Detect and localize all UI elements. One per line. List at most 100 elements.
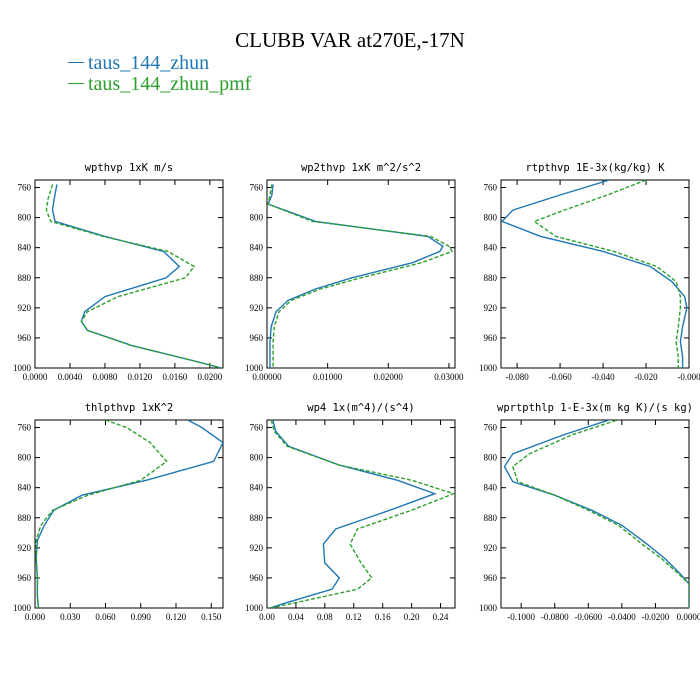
series-line-1 xyxy=(501,180,688,368)
x-tick-label: -0.000 xyxy=(677,372,700,382)
panel-5: wp4 1x(m^4)/(s^4)76080084088092096010000… xyxy=(245,402,456,622)
legend-label: taus_144_zhun xyxy=(88,52,210,74)
x-tick-label: -0.060 xyxy=(548,372,572,382)
y-tick-label: 760 xyxy=(484,183,498,193)
y-tick-label: 840 xyxy=(18,483,32,493)
legend-entry-1: taus_144_zhun xyxy=(68,52,209,74)
x-tick-label: 0.02000 xyxy=(374,372,404,382)
y-tick-label: 800 xyxy=(18,453,32,463)
x-tick-label: 0.060 xyxy=(95,612,116,622)
plot-frame xyxy=(34,419,224,609)
panel-1: wpthvp 1xK m/s76080084088092096010000.00… xyxy=(13,162,224,382)
y-tick-label: 960 xyxy=(250,573,264,583)
x-tick-label: 0.03000 xyxy=(434,372,464,382)
x-tick-label: -0.1000 xyxy=(507,612,535,622)
x-tick-label: 0.030 xyxy=(60,612,81,622)
series-line-2 xyxy=(35,420,168,608)
series-line-2 xyxy=(532,180,682,368)
y-tick-label: 760 xyxy=(484,423,498,433)
y-tick-label: 800 xyxy=(484,453,498,463)
series-line-2 xyxy=(269,420,455,608)
y-tick-label: 880 xyxy=(250,273,264,283)
x-tick-label: 0.0080 xyxy=(93,372,118,382)
x-tick-label: -0.0200 xyxy=(642,612,670,622)
x-tick-label: 0.08 xyxy=(317,612,333,622)
series-line-1 xyxy=(267,184,444,368)
x-tick-label: -0.020 xyxy=(634,372,658,382)
y-tick-label: 880 xyxy=(18,273,32,283)
y-tick-label: 920 xyxy=(18,543,32,553)
y-tick-label: 1000 xyxy=(479,603,498,613)
y-tick-label: 800 xyxy=(484,213,498,223)
x-tick-label: 0.0200 xyxy=(198,372,223,382)
y-tick-label: 800 xyxy=(250,213,264,223)
x-tick-label: 0.0120 xyxy=(128,372,153,382)
series-line-1 xyxy=(269,420,437,608)
series-line-2 xyxy=(45,184,222,368)
y-tick-label: 920 xyxy=(18,303,32,313)
y-tick-label: 880 xyxy=(484,273,498,283)
y-tick-label: 760 xyxy=(18,183,32,193)
y-tick-label: 840 xyxy=(484,243,498,253)
panel-title: rtpthvp 1E-3x(kg/kg) K xyxy=(525,162,665,174)
plot-frame xyxy=(34,179,224,369)
y-tick-label: 760 xyxy=(250,423,264,433)
x-tick-label: -0.080 xyxy=(505,372,529,382)
y-tick-label: 800 xyxy=(250,453,264,463)
panel-title: wprtpthlp 1-E-3x(m kg K)/(s kg) xyxy=(497,402,693,414)
legend-line-swatch xyxy=(68,61,84,63)
y-tick-label: 840 xyxy=(250,483,264,493)
x-tick-label: 0.04 xyxy=(288,612,304,622)
x-tick-label: -0.0800 xyxy=(541,612,569,622)
series-line-2 xyxy=(267,184,454,368)
y-tick-label: 1000 xyxy=(479,363,498,373)
x-tick-label: 0.01000 xyxy=(313,372,343,382)
x-tick-label: 0.20 xyxy=(404,612,420,622)
y-tick-label: 920 xyxy=(484,303,498,313)
series-line-2 xyxy=(511,420,689,608)
x-tick-label: 0.090 xyxy=(131,612,152,622)
panel-title: thlpthvp 1xK^2 xyxy=(85,402,174,414)
y-tick-label: 840 xyxy=(18,243,32,253)
y-tick-label: 880 xyxy=(484,513,498,523)
y-tick-label: 880 xyxy=(18,513,32,523)
legend-entry-2: taus_144_zhun_pmf xyxy=(68,73,251,95)
figure-title: CLUBB VAR at270E,-17N xyxy=(235,28,465,52)
y-tick-label: 960 xyxy=(250,333,264,343)
x-tick-label: -0.0600 xyxy=(574,612,602,622)
y-tick-label: 1000 xyxy=(245,603,264,613)
panel-3: rtpthvp 1E-3x(kg/kg) K 760 800 840 880 920 960… xyxy=(479,162,700,382)
x-tick-label: 0.150 xyxy=(201,612,222,622)
plot-frame xyxy=(266,179,456,369)
panel-title: wpthvp 1xK m/s xyxy=(85,162,174,174)
x-tick-label: 0.0000 xyxy=(23,372,48,382)
panel-title: wp2thvp 1xK m^2/s^2 xyxy=(301,162,421,174)
y-tick-label: 920 xyxy=(250,303,264,313)
x-tick-label: 0.120 xyxy=(166,612,187,622)
plot-frame xyxy=(500,419,690,609)
y-tick-label: 1000 xyxy=(13,363,32,373)
x-tick-label: 0.16 xyxy=(375,612,391,622)
panel-4: thlpthvp 1xK^2 760 800 840 880 920 960 10000.00… xyxy=(13,402,224,622)
x-tick-label: 0.0040 xyxy=(58,372,83,382)
y-tick-label: 760 xyxy=(250,183,264,193)
x-tick-label: -0.0400 xyxy=(608,612,636,622)
y-tick-label: 960 xyxy=(18,333,32,343)
x-tick-label: 0.12 xyxy=(346,612,362,622)
panel-6: wprtpthlp 1-E-3x(m kg K)/(s kg) 760 800 840… xyxy=(479,402,700,622)
series-line-1 xyxy=(503,420,689,608)
panel-2: wp2thvp 1xK m^2/s^2 760 800 840 880 920 960 100… xyxy=(245,162,464,382)
y-tick-label: 960 xyxy=(484,333,498,343)
y-tick-label: 1000 xyxy=(13,603,32,613)
x-tick-label: 0.24 xyxy=(433,612,449,622)
y-tick-label: 840 xyxy=(250,243,264,253)
x-tick-label: 0.0000 xyxy=(677,612,700,622)
panel-title: wp4 1x(m^4)/(s^4) xyxy=(307,402,414,414)
y-tick-label: 800 xyxy=(18,213,32,223)
y-tick-label: 1000 xyxy=(245,363,264,373)
y-tick-label: 880 xyxy=(250,513,264,523)
x-tick-label: -0.040 xyxy=(591,372,615,382)
y-tick-label: 920 xyxy=(484,543,498,553)
legend-label: taus_144_zhun_pmf xyxy=(88,73,252,95)
